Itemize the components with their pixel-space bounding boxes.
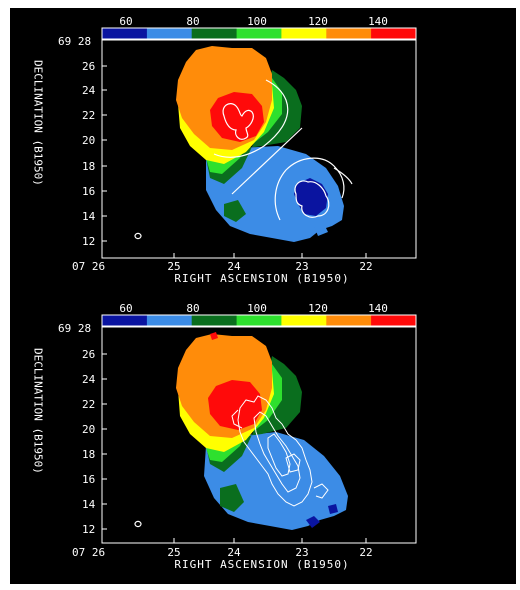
contour-jagged-2 — [253, 411, 301, 493]
contour-jagged-5 — [231, 409, 243, 429]
cbar-tick-60-b: 60 — [119, 302, 132, 315]
xtick-24-top: 24 — [227, 260, 241, 273]
xtick-22-top: 22 — [359, 260, 372, 273]
y-top-label-bottom: 69 28 — [58, 322, 91, 335]
xtick-25-top: 25 — [167, 260, 180, 273]
velocity-map-top — [176, 46, 344, 242]
xtick-24-bottom: 24 — [227, 546, 241, 559]
y-top-label-top: 69 28 — [58, 35, 91, 48]
ylabel-bottom: DECLINATION (B1950) — [32, 348, 45, 474]
region-red-tip-b — [210, 332, 218, 340]
region-dark-blue-b — [306, 516, 320, 528]
plot-frame-top — [101, 39, 417, 259]
cbar-tick-80: 80 — [186, 15, 199, 28]
colorbar-segment-1 — [146, 28, 193, 39]
contour-red-core — [222, 103, 254, 140]
cbar-tick-100: 100 — [247, 15, 267, 28]
colorbar-segment-3 — [236, 28, 282, 39]
ytick-20-top: 20 — [82, 134, 95, 147]
ytick-12-top: 12 — [82, 235, 95, 248]
figure-canvas: 60 80 100 120 140 — [10, 8, 516, 584]
colorbar-frame — [101, 314, 417, 327]
contour-outer-left — [213, 79, 289, 158]
colorbar-segment-5 — [326, 28, 372, 39]
plot-frame-bottom — [101, 326, 417, 544]
contour-blue-core — [294, 180, 330, 218]
colorbar-bottom — [101, 314, 417, 327]
colorbar-segment-6 — [371, 315, 417, 326]
cbar-tick-140-b: 140 — [368, 302, 388, 315]
ticks-top — [102, 65, 367, 258]
figure-svg: 60 80 100 120 140 — [32, 15, 417, 571]
colorbar-segment-2 — [191, 28, 238, 39]
region-red-b — [208, 380, 262, 430]
contours-top — [213, 79, 353, 221]
xtick-23-top: 23 — [295, 260, 308, 273]
colorbar-segment-3 — [236, 315, 282, 326]
ytick-16-top: 16 — [82, 185, 95, 198]
cbar-tick-100-b: 100 — [247, 302, 267, 315]
colorbar-segment-0 — [102, 28, 148, 39]
ytick-24-top: 24 — [82, 84, 96, 97]
colorbar-segment-1 — [146, 315, 193, 326]
colorbar-segment-6 — [371, 28, 417, 39]
cbar-tick-120-b: 120 — [308, 302, 328, 315]
contour-blue-tail — [333, 167, 353, 185]
panel-bottom: 60 80 100 120 140 — [32, 302, 417, 571]
xtick-22-bottom: 22 — [359, 546, 372, 559]
ytick-26-top: 26 — [82, 60, 95, 73]
colorbar-segment-4 — [281, 28, 327, 39]
cbar-tick-60: 60 — [119, 15, 132, 28]
ytick-12-bottom: 12 — [82, 523, 95, 536]
ytick-14-bottom: 14 — [82, 498, 96, 511]
ytick-18-bottom: 18 — [82, 448, 95, 461]
region-dark-green-patch — [224, 200, 246, 222]
cbar-tick-80-b: 80 — [186, 302, 199, 315]
ytick-22-top: 22 — [82, 109, 95, 122]
region-dark-blue-b2 — [328, 504, 338, 514]
xlabel-top: RIGHT ASCENSION (B1950) — [174, 272, 349, 285]
region-blue-speck — [314, 224, 328, 236]
beam-ellipse-top — [134, 232, 142, 240]
ytick-26-bottom: 26 — [82, 348, 95, 361]
ytick-20-bottom: 20 — [82, 423, 95, 436]
ytick-24-bottom: 24 — [82, 373, 96, 386]
colorbar-frame — [101, 27, 417, 40]
region-green — [206, 78, 282, 174]
colorbar-top — [101, 27, 417, 40]
ytick-22-bottom: 22 — [82, 398, 95, 411]
contour-jagged-1 — [237, 395, 313, 507]
colorbar-segment-2 — [191, 315, 238, 326]
contour-outer-right — [274, 157, 345, 221]
panel-top: 60 80 100 120 140 — [32, 15, 417, 285]
ytick-18-top: 18 — [82, 160, 95, 173]
x-left-label-top: 07 26 — [72, 260, 105, 273]
ylabel-top: DECLINATION (B1950) — [32, 60, 45, 186]
velocity-map-bottom — [176, 332, 348, 530]
ytick-16-bottom: 16 — [82, 473, 95, 486]
region-green-b — [206, 364, 282, 462]
xlabel-bottom: RIGHT ASCENSION (B1950) — [174, 558, 349, 571]
contour-jagged-4 — [285, 453, 301, 473]
cbar-tick-140: 140 — [368, 15, 388, 28]
xtick-25-bottom: 25 — [167, 546, 180, 559]
region-red — [210, 92, 264, 142]
colorbar-segment-5 — [326, 315, 372, 326]
x-left-label-bottom: 07 26 — [72, 546, 105, 559]
xtick-23-bottom: 23 — [295, 546, 308, 559]
beam-ellipse-bottom — [134, 520, 142, 528]
contour-jagged-3 — [267, 433, 291, 477]
cbar-tick-120: 120 — [308, 15, 328, 28]
contour-jagged-6 — [313, 483, 329, 499]
ytick-14-top: 14 — [82, 210, 96, 223]
region-dark-green-patch-b — [220, 484, 244, 512]
contours-bottom — [231, 395, 329, 507]
contour-diagonal-line — [231, 127, 303, 195]
ticks-bottom — [102, 353, 367, 543]
colorbar-segment-0 — [102, 315, 148, 326]
colorbar-segment-4 — [281, 315, 327, 326]
